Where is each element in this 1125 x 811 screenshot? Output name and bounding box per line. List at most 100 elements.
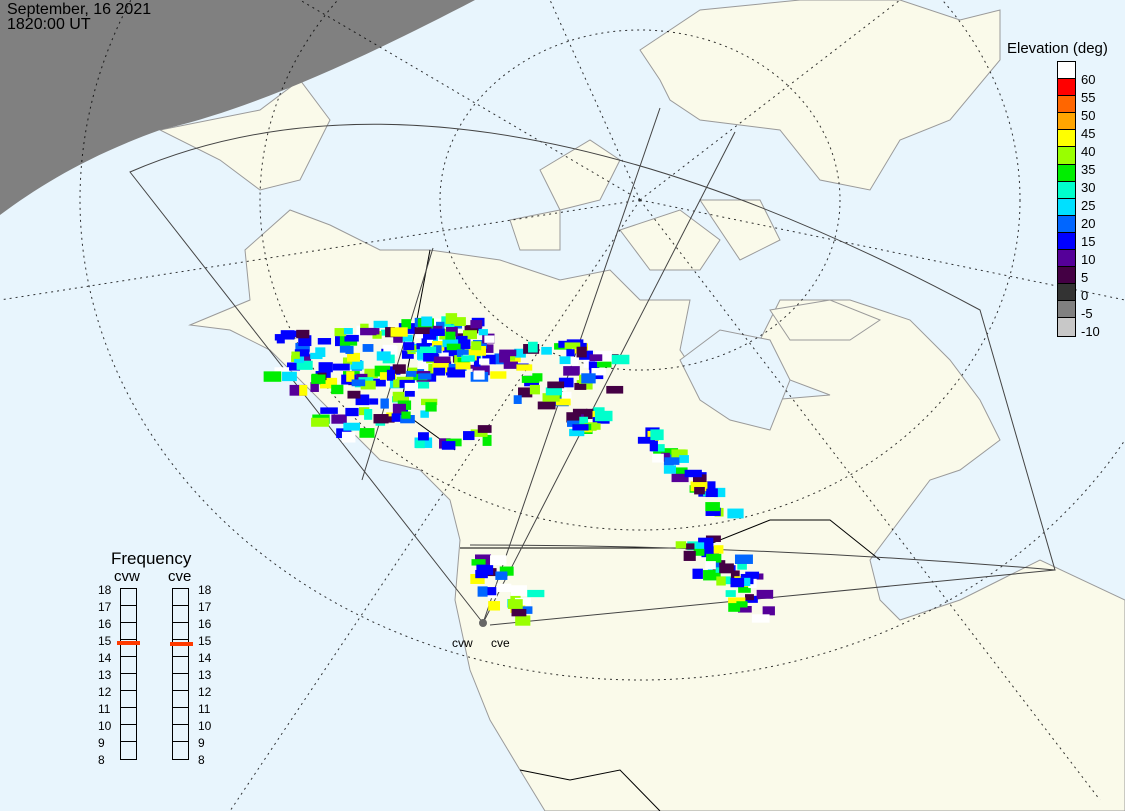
scatter-cell <box>562 356 579 366</box>
scatter-cell <box>441 441 456 450</box>
scatter-cell <box>679 455 689 463</box>
scatter-cell <box>417 360 435 371</box>
elevation-tick-label: 5 <box>1081 270 1089 285</box>
scatter-cell <box>567 420 581 427</box>
scatter-cell <box>685 543 695 550</box>
scatter-cell <box>591 368 606 376</box>
scatter-cell <box>577 342 587 350</box>
scatter-cell <box>521 375 540 383</box>
scatter-cell <box>339 343 351 353</box>
scatter-cell <box>698 537 714 549</box>
scatter-cell <box>470 320 483 329</box>
scatter-cell <box>586 408 598 419</box>
scatter-cell <box>576 346 587 358</box>
frequency-cell <box>121 691 136 708</box>
elevation-tick-label: 55 <box>1081 90 1096 105</box>
scatter-cell <box>291 351 300 359</box>
radar-site-marker <box>479 619 487 627</box>
site-label-cvw: cvw <box>452 636 473 650</box>
scatter-cell <box>446 343 463 351</box>
scatter-cell <box>762 606 775 616</box>
scatter-cell <box>705 561 716 570</box>
scatter-cell <box>737 605 752 613</box>
scatter-cell <box>606 385 624 394</box>
scatter-cell <box>690 481 708 492</box>
scatter-cell <box>471 559 486 566</box>
frequency-cell <box>173 657 188 674</box>
frequency-cell <box>173 674 188 691</box>
colorbar-swatch <box>1058 147 1075 165</box>
scatter-cell <box>351 379 366 387</box>
scatter-cell <box>311 417 329 427</box>
elevation-tick-label: -10 <box>1081 324 1100 339</box>
scatter-cell <box>417 432 429 441</box>
scatter-cell <box>651 444 665 452</box>
frequency-tick-left: 18 <box>98 583 112 597</box>
scatter-cell <box>355 394 370 406</box>
scatter-cell <box>341 431 356 443</box>
colorbar-swatch <box>1058 96 1075 114</box>
scatter-cell <box>401 411 411 419</box>
scatter-cell <box>559 356 571 365</box>
scatter-cell <box>419 346 437 354</box>
scatter-cell <box>703 483 716 492</box>
scatter-cell <box>319 377 338 389</box>
frequency-tick-right: 8 <box>198 753 205 767</box>
scatter-cell <box>745 571 760 579</box>
frequency-cell <box>121 640 136 657</box>
scatter-cell <box>296 329 310 339</box>
elevation-tick-label: 45 <box>1081 126 1096 141</box>
elevation-tick-label: -5 <box>1081 306 1093 321</box>
colorbar-swatch <box>1058 164 1075 182</box>
scatter-cell <box>311 374 326 384</box>
scatter-cell <box>555 398 571 406</box>
elevation-colorbar <box>1057 61 1076 337</box>
scatter-cell <box>488 601 501 611</box>
scatter-cell <box>392 364 406 374</box>
scatter-cell <box>727 508 744 519</box>
scatter-cell <box>280 330 295 340</box>
frequency-cell <box>121 708 136 725</box>
scatter-cell <box>683 550 696 561</box>
scatter-cell <box>445 313 458 324</box>
scatter-cell <box>706 488 716 496</box>
scatter-cell <box>734 554 753 564</box>
scatter-cell <box>675 467 688 476</box>
site-label-cve: cve <box>491 636 510 650</box>
scatter-cell <box>487 587 497 596</box>
scatter-cell <box>390 327 408 337</box>
frequency-cell <box>121 742 136 759</box>
scatter-cell <box>495 571 508 580</box>
scatter-cell <box>402 334 413 342</box>
scatter-cell <box>468 346 486 356</box>
scatter-cell <box>453 317 466 326</box>
scatter-cell <box>295 342 310 352</box>
scatter-cell <box>594 410 613 422</box>
scatter-cell <box>730 577 745 588</box>
colorbar-swatch <box>1058 130 1075 148</box>
scatter-cell <box>736 601 748 608</box>
scatter-cell <box>461 355 475 362</box>
colorbar-swatch <box>1058 232 1075 251</box>
frequency-tick-right: 18 <box>198 583 212 597</box>
frequency-cell <box>121 606 136 623</box>
scatter-cell <box>661 452 670 462</box>
scatter-cell <box>529 384 540 395</box>
elevation-legend-title: Elevation (deg) <box>1007 40 1108 57</box>
scatter-cell <box>445 331 456 340</box>
scatter-cell <box>374 365 391 377</box>
frequency-cell <box>121 589 136 606</box>
frequency-tick-right: 11 <box>198 702 211 716</box>
scatter-cell <box>331 384 344 395</box>
scatter-cell <box>418 373 432 380</box>
scatter-cell <box>369 398 379 405</box>
scatter-cell <box>499 352 511 363</box>
frequency-tick-right: 10 <box>198 719 212 733</box>
scatter-cell <box>376 351 391 361</box>
frequency-tick-right: 13 <box>198 668 212 682</box>
scatter-cell <box>470 429 488 437</box>
frequency-cell <box>173 691 188 708</box>
scatter-cell <box>380 398 389 409</box>
radar-name-cvw: cvw <box>114 568 140 585</box>
scatter-cell <box>706 553 722 563</box>
